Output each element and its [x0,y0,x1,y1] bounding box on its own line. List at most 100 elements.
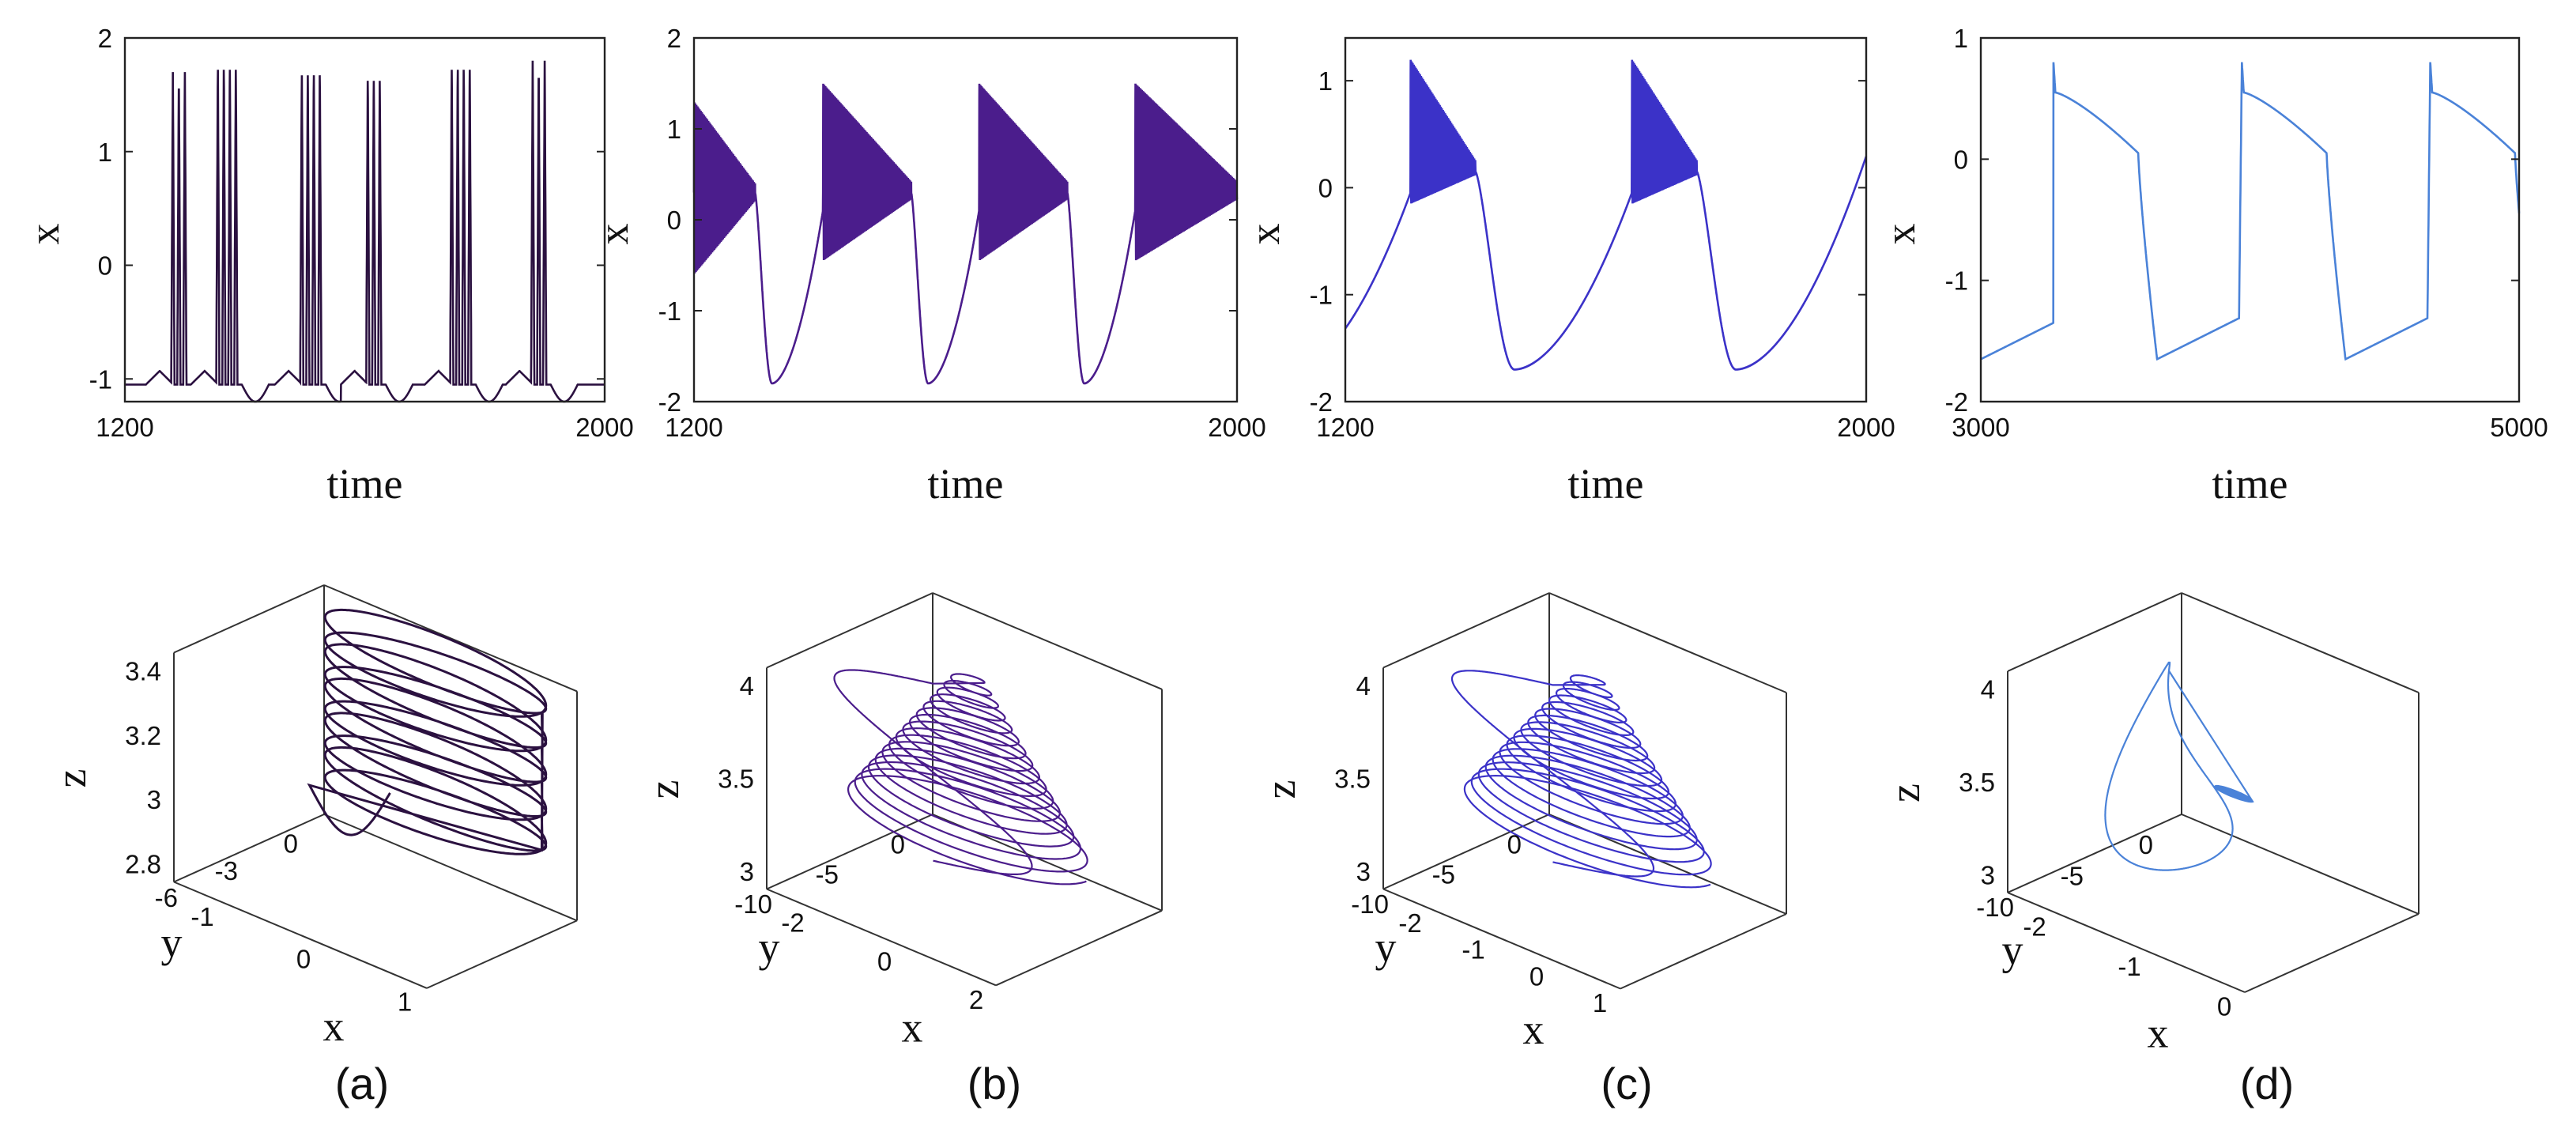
y-tick-label: -5 [2061,862,2084,891]
y-tick-label: 0 [1318,173,1333,202]
z-tick-label: 3 [1981,861,1995,890]
trajectory-line [307,608,548,855]
box-edge [2007,814,2182,893]
y-tick-label: 0 [2139,830,2153,859]
trajectory-line [833,669,1088,885]
y-tick-label: -10 [1976,893,2014,922]
series-line [1344,59,1868,371]
y-axis-label: x [1876,224,1924,245]
y-tick-label: -10 [734,889,772,919]
box-edge [766,592,933,669]
box-edge [173,584,325,654]
x-axis-label: x [323,1003,345,1050]
x-tick-label: -2 [1398,908,1421,938]
y-tick-label: 0 [98,251,112,281]
z-tick-label: 4 [1356,671,1371,700]
box-edge [173,881,428,989]
z-tick-label: 2.8 [125,849,161,878]
panel-label-a: (a) [335,1059,389,1108]
y-axis-label: y [1375,923,1397,971]
y-tick-label: -2 [658,387,681,417]
box-edge [2181,814,2419,915]
timeseries-panel-a: -1 0 1 2 1200 2000 x time [21,24,634,508]
y-tick-label: 0 [667,206,681,235]
z-axis-label: z [1881,784,1929,802]
box-edge [1382,592,1550,669]
timeseries-panel-d: -2 -1 0 1 3000 5000 x time [1876,24,2548,508]
y-tick-label: 1 [667,115,681,144]
y-tick-label: 1 [98,138,112,167]
z-tick-label: 4 [740,671,754,700]
z-tick-label: 3 [740,857,754,886]
z-axis-label: z [47,769,95,788]
box-edge [995,909,1163,987]
x-tick-label: 0 [1529,961,1544,991]
x-axis-label: time [928,460,1004,508]
series-line [692,83,1239,385]
x-tick-label: 1200 [665,413,722,442]
box-edge [766,888,997,987]
y-tick-label: -10 [1351,889,1389,919]
timeseries-panel-b: -2 -1 0 1 2 1200 2000 x time [590,24,1266,508]
y-tick-label: 1 [1954,24,1968,53]
x-tick-label: 2000 [1208,413,1265,442]
y-tick-label: 2 [98,24,112,53]
x-tick-label: -2 [781,908,804,938]
series-line [1980,62,2521,361]
panel-label-c: (c) [1601,1059,1652,1108]
y-tick-label: 1 [1318,66,1333,96]
z-tick-label: 4 [1981,674,1995,704]
panel-label-d: (d) [2240,1059,2294,1108]
box-edge [2181,592,2419,693]
x-tick-label: 1 [398,987,412,1016]
y-tick-label: -3 [215,856,238,885]
x-tick-label: 5000 [2490,413,2548,442]
y-tick-label: -1 [1945,266,1968,296]
x-tick-label: 2000 [1837,413,1895,442]
box-edge [323,814,578,922]
trajectory-line [1450,670,1712,889]
y-axis-label: y [2002,926,2023,973]
y-axis-label: x [1241,224,1288,245]
x-axis-label: time [2212,460,2288,508]
x-tick-label: 2 [969,985,983,1014]
z-tick-label: 3.4 [125,657,161,686]
y-tick-label: -2 [1945,387,1968,417]
y-tick-label: -5 [1432,859,1455,889]
y-axis-label: x [590,224,637,245]
box-edge [1620,913,1787,990]
box-edge [2244,913,2419,993]
y-tick-label: -1 [89,364,112,394]
box-edge [2007,592,2182,672]
box-edge [1382,888,1621,990]
z-tick-label: 3 [147,785,161,814]
y-tick-label: -2 [1310,387,1333,417]
plot-frame [1344,36,1868,403]
box-edge [766,814,933,890]
x-tick-label: 2000 [575,413,633,442]
series-line [125,60,605,403]
y-tick-label: 0 [284,829,298,859]
y-tick-label: 0 [891,829,905,859]
box-edge [173,814,325,883]
phase-panel-a: 2.8 3 3.2 3.4 0 -3 -6 -1 0 1 z y x [47,584,578,1050]
box-edge [1382,814,1550,890]
x-tick-label: -2 [2023,912,2046,942]
x-axis-label: x [1523,1006,1544,1053]
z-axis-label: z [1257,780,1304,799]
x-tick-label: -1 [190,902,213,931]
box-edge [323,584,578,693]
x-tick-label: -1 [1461,935,1484,965]
z-tick-label: 3.5 [718,765,754,794]
x-axis-label: x [902,1004,923,1052]
x-tick-label: 1200 [96,413,153,442]
box-edge [426,919,578,989]
x-tick-label: 0 [877,946,892,976]
y-tick-label: -1 [1310,281,1333,310]
x-tick-label: 1 [1593,988,1607,1018]
x-tick-label: 0 [296,945,311,974]
z-tick-label: 3.5 [1334,765,1371,794]
y-axis-label: y [759,923,780,971]
z-axis-label: z [640,780,688,799]
